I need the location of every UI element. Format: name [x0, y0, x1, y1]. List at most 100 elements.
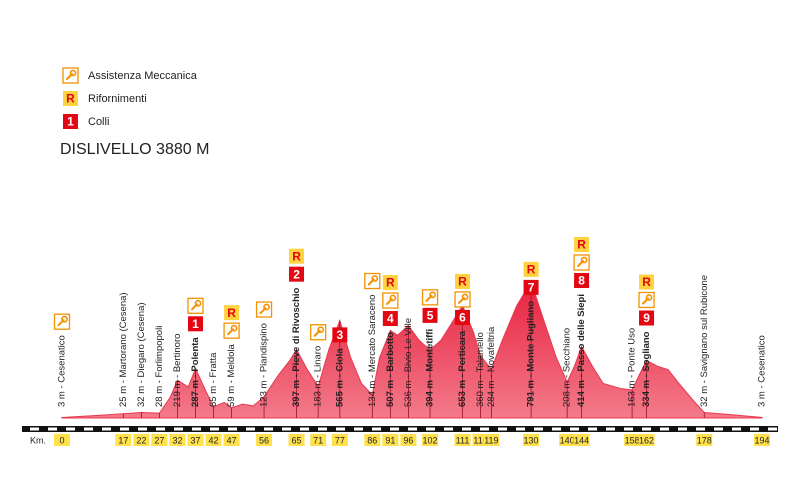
- x-tick-box: [169, 434, 186, 446]
- waypoint-label: 123 m - Piandispino: [259, 323, 270, 407]
- feed-symbol: R: [642, 275, 651, 289]
- wrench-icon: [255, 301, 273, 318]
- legend-label: Rifornimenti: [88, 93, 147, 105]
- waypoint-label: 3 m - Cesenatico: [757, 335, 768, 407]
- feed-symbol: R: [292, 249, 301, 263]
- km-strip-gap: [318, 427, 327, 431]
- waypoint-label: 334 m - Sogliano: [641, 331, 652, 407]
- wrench-head: [429, 291, 436, 299]
- x-tick-label: 22: [136, 435, 146, 445]
- km-strip-gap: [390, 427, 399, 431]
- waypoint-label: 287 m - Polenta: [190, 337, 201, 407]
- waypoint-label: 536 m - Bivio Le Ville: [403, 318, 414, 407]
- wrench-icon: [364, 272, 381, 290]
- x-tick-box: [205, 434, 222, 446]
- x-tick-label: 130: [524, 435, 539, 445]
- x-tick-box: [187, 434, 204, 446]
- x-tick-label: 86: [367, 435, 377, 445]
- legend-feed-symbol-box: [63, 91, 78, 106]
- x-tick-label: 194: [754, 435, 769, 445]
- x-tick-box: [523, 434, 540, 446]
- legend-label: Assistenza Meccanica: [88, 70, 198, 82]
- km-strip: [22, 426, 778, 432]
- km-strip-gap: [300, 427, 309, 431]
- x-tick-box: [382, 434, 399, 446]
- wrench-icon: [638, 291, 655, 309]
- km-strip-gap: [48, 427, 57, 431]
- waypoint-label: 32 m - Savignano sul Rubicone: [699, 275, 710, 407]
- climb-number: 3: [336, 328, 343, 342]
- waypoint-label: 414 m - Passo delle Siepi: [576, 294, 587, 407]
- waypoint-label: 284 m - Novafeltria: [486, 326, 497, 407]
- wrench-head: [389, 294, 397, 302]
- x-tick-box: [638, 434, 655, 446]
- x-tick-box: [400, 434, 417, 446]
- km-strip-gap: [570, 427, 579, 431]
- climb-number: 9: [643, 311, 650, 325]
- x-tick-label: 102: [423, 435, 438, 445]
- climb-number-box: [455, 309, 471, 325]
- x-tick-label: 47: [227, 435, 237, 445]
- waypoint-label: 394 m - Montetiffi: [425, 329, 436, 407]
- feed-symbol-box: [224, 305, 240, 321]
- wrench-head: [317, 326, 325, 334]
- km-strip-gap: [426, 427, 435, 431]
- feed-symbol: R: [527, 263, 536, 277]
- waypoint-label: 565 m - Ciola: [334, 348, 345, 407]
- legend-label: Colli: [88, 116, 109, 128]
- km-strip-gap: [624, 427, 633, 431]
- climb-number-box: [188, 316, 204, 332]
- km-strip-gap: [372, 427, 381, 431]
- feed-symbol: R: [458, 275, 467, 289]
- km-strip-gap: [336, 427, 345, 431]
- climb-number-box: [422, 307, 438, 323]
- x-tick-label: 77: [335, 435, 345, 445]
- climb-number: 2: [293, 267, 300, 281]
- km-strip-gap: [534, 427, 543, 431]
- km-strip-gap: [498, 427, 507, 431]
- x-tick-box: [256, 434, 273, 446]
- x-tick-box: [483, 434, 500, 446]
- wrench-icon: [454, 291, 471, 308]
- km-strip-gap: [192, 427, 201, 431]
- x-tick-box: [454, 434, 471, 446]
- x-tick-box: [559, 434, 576, 446]
- x-tick-box: [331, 434, 348, 446]
- km-strip-gap: [102, 427, 111, 431]
- legend-feed-symbol: R: [66, 92, 75, 106]
- km-strip-gap: [246, 427, 255, 431]
- waypoint-label: 653 m - Perticara: [457, 330, 468, 407]
- km-strip-gap: [138, 427, 147, 431]
- km-strip-gap: [66, 427, 75, 431]
- wrench-icon: [421, 289, 439, 306]
- waypoint-label: 32 m - Diegaro (Cesena): [136, 302, 147, 407]
- km-strip-gap: [282, 427, 291, 431]
- wrench-head: [263, 303, 270, 311]
- wrench-head: [194, 299, 202, 307]
- climb-number: 5: [427, 309, 434, 323]
- x-tick-label: 37: [190, 435, 200, 445]
- km-strip-gap: [264, 427, 273, 431]
- waypoint-label: 397 m - Pieve di Rivoschio: [291, 287, 302, 407]
- x-tick-label: 140: [560, 435, 575, 445]
- x-tick-box: [115, 434, 132, 446]
- feed-symbol-box: [523, 261, 539, 277]
- x-tick-label: 91: [385, 435, 395, 445]
- legend-wrench: [62, 67, 79, 84]
- wrench-icon: [223, 322, 240, 339]
- waypoint-label: 791 m - Monte Pugliano: [526, 301, 537, 407]
- x-tick-label: 158: [625, 435, 640, 445]
- wrench-icon: [53, 313, 71, 330]
- wrench-head: [371, 275, 379, 282]
- x-tick-label: 17: [118, 435, 128, 445]
- climb-number: 6: [459, 311, 466, 325]
- climb-number: 8: [578, 274, 585, 288]
- x-tick-box: [754, 434, 770, 446]
- climb-number-box: [382, 311, 398, 327]
- x-tick-label: 32: [172, 435, 182, 445]
- km-strip-gap: [156, 427, 165, 431]
- km-strip-gap: [408, 427, 417, 431]
- x-tick-label: 56: [259, 435, 269, 445]
- km-strip-gap: [354, 427, 363, 431]
